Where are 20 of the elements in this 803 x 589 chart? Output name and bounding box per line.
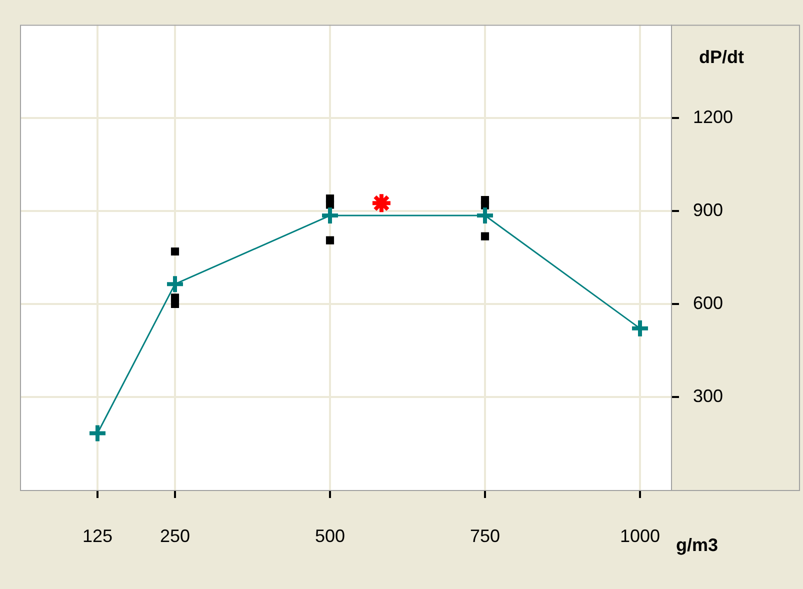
x-axis-title: g/m3 [676, 534, 718, 555]
x-tick-label: 125 [82, 526, 113, 546]
point [165, 274, 185, 294]
y-axis-title: dP/dt [699, 46, 744, 67]
x-tick-label: 1000 [620, 526, 660, 546]
x-tick-label: 750 [470, 526, 500, 546]
point [170, 300, 180, 308]
y-tick-label: 1200 [693, 106, 734, 127]
point [170, 247, 180, 256]
x-tick-label: 500 [314, 526, 346, 546]
point [88, 423, 108, 444]
x-tick-label: 250 [160, 526, 190, 546]
point [480, 232, 490, 240]
y-tick-label: 900 [693, 200, 724, 220]
point [630, 318, 650, 338]
y-tick-label: 300 [693, 386, 724, 406]
point [370, 192, 392, 214]
point [326, 200, 334, 209]
y-tick-label: 600 [693, 292, 724, 313]
point [326, 236, 334, 244]
